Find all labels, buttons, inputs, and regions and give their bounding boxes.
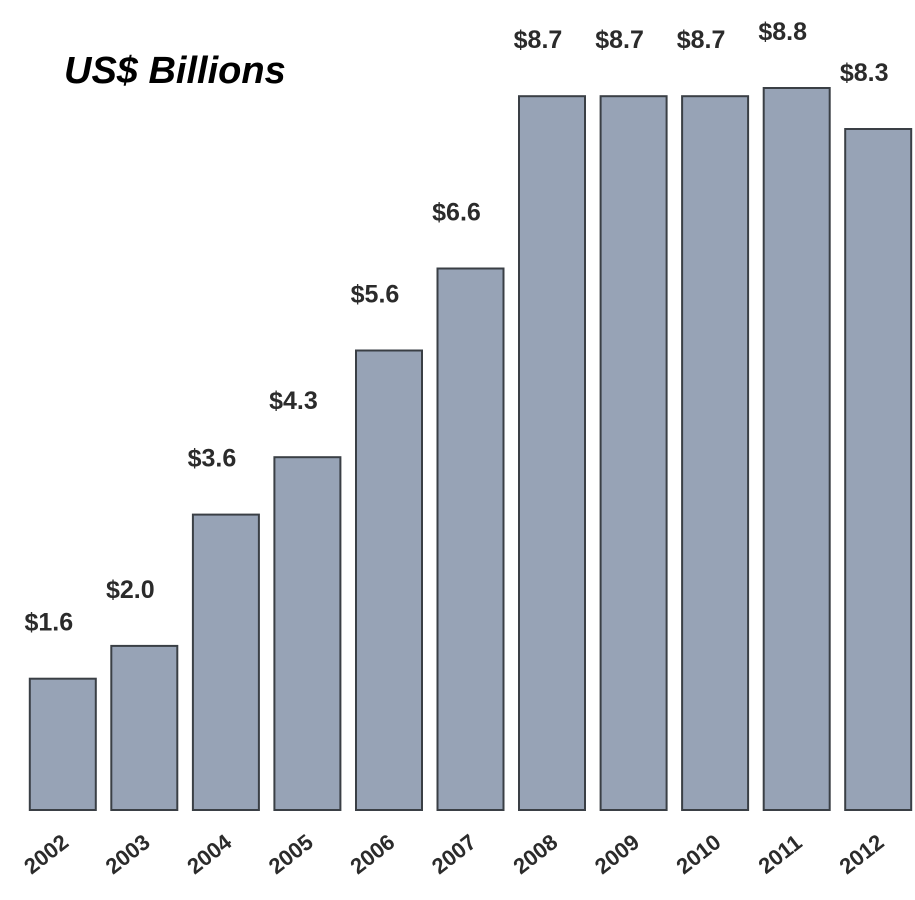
data-label-2011: $8.8 bbox=[758, 18, 807, 46]
bar-2004 bbox=[191, 513, 260, 811]
bar-2006 bbox=[355, 349, 423, 811]
x-tick-2003: 2003 bbox=[101, 829, 155, 879]
bar-2002 bbox=[28, 677, 97, 812]
bar-2003 bbox=[110, 644, 179, 812]
data-label-2010: $8.7 bbox=[677, 26, 726, 54]
x-tick-2008: 2008 bbox=[508, 829, 562, 879]
data-label-2012: $8.3 bbox=[840, 59, 889, 87]
x-tick-2005: 2005 bbox=[264, 829, 318, 879]
data-label-2004: $3.6 bbox=[188, 445, 237, 473]
data-label-2007: $6.6 bbox=[432, 199, 481, 227]
x-tick-2009: 2009 bbox=[590, 829, 644, 879]
x-tick-2002: 2002 bbox=[19, 829, 73, 879]
bar-2012 bbox=[844, 128, 913, 811]
data-label-2005: $4.3 bbox=[269, 387, 318, 415]
bar-2011 bbox=[762, 87, 831, 811]
bar-2010 bbox=[681, 95, 750, 811]
x-tick-2012: 2012 bbox=[835, 829, 889, 879]
chart-title: US$ Billions bbox=[64, 50, 286, 92]
data-label-2008: $8.7 bbox=[514, 26, 563, 54]
x-tick-2006: 2006 bbox=[345, 829, 399, 879]
data-label-2009: $8.7 bbox=[595, 26, 644, 54]
bar-2008 bbox=[518, 95, 586, 811]
data-label-2002: $1.6 bbox=[24, 609, 73, 637]
data-label-2006: $5.6 bbox=[351, 281, 400, 309]
data-label-2003: $2.0 bbox=[106, 576, 155, 604]
x-tick-2010: 2010 bbox=[671, 829, 725, 879]
bar-2007 bbox=[436, 267, 505, 811]
x-tick-2004: 2004 bbox=[182, 829, 237, 879]
x-tick-2007: 2007 bbox=[427, 829, 481, 879]
x-tick-2011: 2011 bbox=[754, 830, 807, 879]
bar-2005 bbox=[273, 456, 342, 811]
bar-2009 bbox=[599, 95, 668, 811]
